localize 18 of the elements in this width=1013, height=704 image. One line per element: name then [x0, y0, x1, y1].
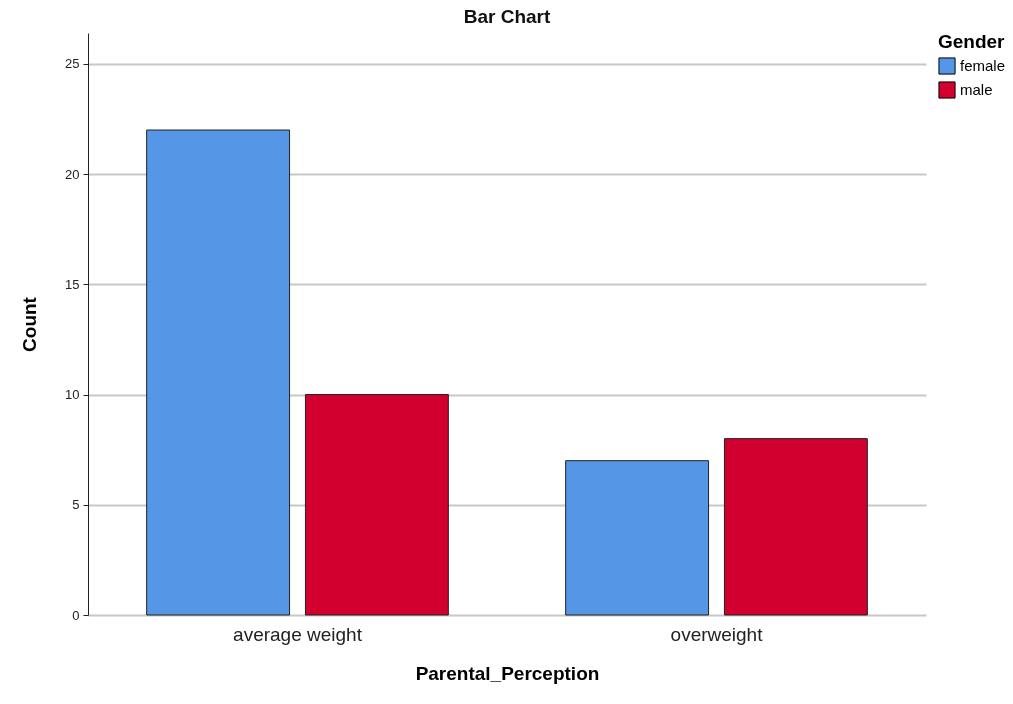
- bar: [146, 129, 291, 616]
- y-axis-title: Count: [19, 296, 41, 352]
- y-tick-label: 15: [65, 276, 80, 292]
- y-tick-label: 20: [65, 166, 80, 182]
- y-tick-label: 10: [65, 387, 80, 403]
- legend-title: Gender: [938, 31, 1006, 52]
- y-tick-label: 0: [72, 607, 80, 623]
- y-tick-label: 25: [65, 56, 80, 72]
- chart-title: Bar Chart: [463, 6, 551, 27]
- y-tick-label: 5: [72, 497, 80, 513]
- bar: [304, 394, 449, 616]
- x-tick-label: overweight: [670, 623, 764, 645]
- bar: [723, 438, 868, 616]
- legend-label: male: [960, 81, 993, 98]
- legend-label: female: [960, 57, 1006, 74]
- bar: [565, 460, 710, 616]
- x-axis-title: Parental_Perception: [415, 662, 600, 684]
- x-tick-label: average weight: [233, 623, 363, 645]
